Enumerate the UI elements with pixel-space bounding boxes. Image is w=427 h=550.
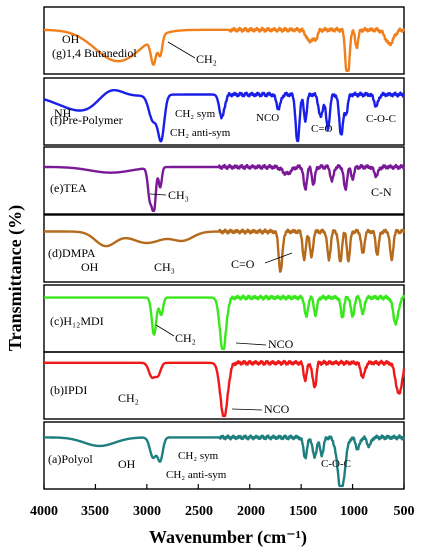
x-tick-label: 3500 — [81, 504, 109, 519]
series-line-2 — [43, 163, 405, 213]
annotation-c-o: C=O — [231, 257, 255, 271]
panel-frame — [43, 214, 405, 283]
annotation-arrow — [264, 252, 293, 264]
annotation-ch3: CH₃ — [154, 260, 175, 274]
panel-label: (b)IPDI — [50, 383, 87, 397]
series-line-4 — [43, 294, 406, 351]
x-tick-label: 500 — [394, 504, 415, 519]
series-line-5 — [43, 359, 406, 418]
panel-label: (c)H₁₂MDI — [50, 314, 104, 328]
annotation-ch2-sym: CH₂ sym — [178, 450, 219, 462]
panel-frame — [43, 351, 405, 420]
x-axis: 4000 3500 3000 2500 2000 1500 1000 500 W… — [30, 504, 415, 548]
annotation-nh: NH — [54, 106, 72, 120]
panel-label: (d)DMPA — [48, 246, 96, 260]
annotation-nco: NCO — [264, 402, 290, 416]
spectra-panels: (g)1,4 Butanediol (f)Pre-Polymer (e)TEA (d)… — [43, 6, 406, 490]
x-tick-label: 1500 — [289, 504, 317, 519]
panel-label: (e)TEA — [50, 181, 87, 195]
annotation-arrow — [231, 408, 263, 411]
panel-label: (g)1,4 Butanediol — [52, 46, 137, 60]
annotation-nco: NCO — [268, 337, 294, 351]
annotation-arrow — [149, 193, 167, 196]
annotation-ch2: CH₂ — [118, 391, 139, 405]
annotations: OH CH₂ NH CH₂ sym CH₂ anti-sym NCO C=O C… — [54, 32, 396, 481]
y-axis-title: Transmittance (%) — [5, 205, 26, 351]
x-tick-label: 2500 — [185, 504, 213, 519]
series-line-1 — [43, 88, 406, 143]
annotation-ch2-sym: CH₂ sym — [175, 108, 216, 120]
series-line-0 — [43, 26, 405, 73]
panel-frame — [43, 421, 405, 490]
x-tick-label: 3000 — [133, 504, 161, 519]
panel-label: (f)Pre-Polymer — [50, 113, 123, 127]
annotation-oh: OH — [81, 260, 99, 274]
annotation-c-o: C=O — [311, 123, 333, 135]
annotation-ch2: CH₂ — [175, 331, 196, 345]
panel-label: (a)Polyol — [48, 452, 93, 466]
annotation-oh: OH — [62, 32, 80, 46]
panel-frame — [43, 77, 405, 146]
annotation-ch2-anti-sym: CH₂ anti-sym — [166, 469, 227, 481]
annotation-c-n: C-N — [371, 185, 392, 199]
x-tick-label: 4000 — [30, 504, 58, 519]
series-line-3 — [43, 228, 406, 273]
annotation-ch3: CH₃ — [168, 188, 189, 202]
x-axis-title: Wavenumber (cm⁻¹) — [149, 527, 307, 548]
annotation-arrow — [167, 41, 196, 59]
x-tick-label: 1000 — [340, 504, 368, 519]
x-tick-label: 2000 — [237, 504, 265, 519]
annotation-c-o-c: C-O-C — [321, 458, 351, 470]
annotation-c-o-c: C-O-C — [366, 113, 396, 125]
panel-frame — [43, 6, 405, 75]
panel-frame — [43, 146, 405, 215]
annotation-arrow — [155, 324, 175, 337]
annotation-arrow — [235, 342, 267, 346]
series-line-6 — [43, 434, 406, 488]
annotation-nco: NCO — [256, 112, 279, 124]
annotation-oh: OH — [118, 457, 136, 471]
annotation-ch2: CH₂ — [196, 52, 217, 66]
annotation-ch2-anti-sym: CH₂ anti-sym — [170, 127, 231, 139]
